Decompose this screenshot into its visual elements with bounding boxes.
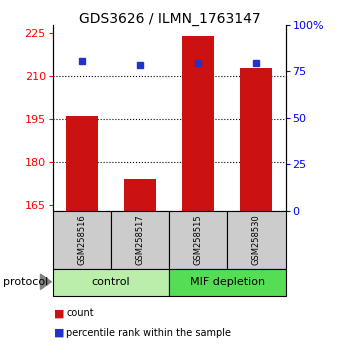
Bar [169, 269, 286, 296]
Text: GSM258516: GSM258516 [77, 215, 86, 265]
Bar [53, 269, 169, 296]
Bar [227, 211, 286, 269]
Text: protocol: protocol [3, 278, 49, 287]
Bar [169, 211, 227, 269]
Text: percentile rank within the sample: percentile rank within the sample [66, 328, 231, 338]
Bar [66, 116, 98, 211]
Polygon shape [40, 274, 51, 290]
Text: ■: ■ [54, 328, 65, 338]
Text: ■: ■ [54, 308, 65, 318]
Bar [53, 211, 111, 269]
Bar [124, 179, 156, 211]
Text: MIF depletion: MIF depletion [190, 277, 265, 287]
Bar [240, 68, 272, 211]
Text: GSM258515: GSM258515 [194, 215, 203, 265]
Bar [111, 211, 169, 269]
Text: GDS3626 / ILMN_1763147: GDS3626 / ILMN_1763147 [79, 12, 261, 27]
Text: control: control [91, 277, 130, 287]
Text: GSM258530: GSM258530 [252, 215, 261, 265]
Text: count: count [66, 308, 94, 318]
Text: GSM258517: GSM258517 [136, 215, 144, 265]
Bar [182, 36, 214, 211]
